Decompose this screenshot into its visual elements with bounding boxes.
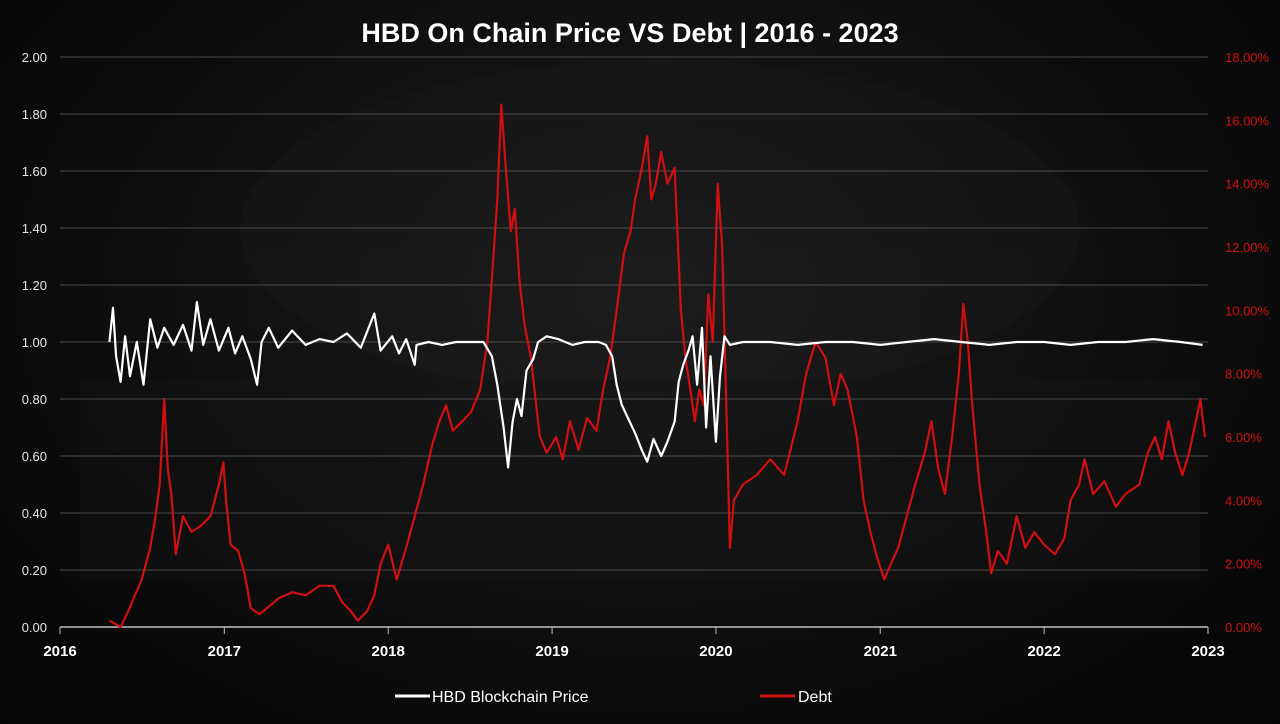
x-axis-ticks: 2016 2017 2018 2019 2020 2021 2022 2023: [43, 627, 1225, 660]
background-decoration: [80, 60, 1200, 580]
right-axis-ticks: 0.00% 2.00% 4.00% 6.00% 8.00% 10.00% 12.00% 14.…: [1225, 50, 1270, 635]
right-tick-label: 18.00%: [1225, 50, 1270, 65]
right-tick-label: 8.00%: [1225, 367, 1262, 382]
legend-price-label: HBD Blockchain Price: [432, 689, 589, 706]
x-tick-label: 2020: [699, 643, 732, 660]
right-tick-label: 0.00%: [1225, 620, 1262, 635]
right-tick-label: 12.00%: [1225, 240, 1270, 255]
right-tick-label: 16.00%: [1225, 113, 1270, 128]
left-tick-label: 1.20: [22, 278, 47, 293]
x-tick-label: 2017: [208, 643, 241, 660]
left-tick-label: 0.00: [22, 620, 47, 635]
left-tick-label: 0.20: [22, 563, 47, 578]
left-tick-label: 1.40: [22, 221, 47, 236]
legend-debt-label: Debt: [798, 689, 832, 706]
left-tick-label: 2.00: [22, 50, 47, 65]
x-tick-label: 2023: [1191, 643, 1224, 660]
left-tick-label: 1.80: [22, 107, 47, 122]
chart-title: HBD On Chain Price VS Debt | 2016 - 2023: [361, 18, 898, 48]
right-tick-label: 10.00%: [1225, 303, 1270, 318]
x-tick-label: 2021: [864, 643, 897, 660]
series-line-hbd-price: [108, 301, 1203, 469]
right-tick-label: 2.00%: [1225, 557, 1262, 572]
right-tick-label: 4.00%: [1225, 493, 1262, 508]
x-tick-label: 2018: [372, 643, 405, 660]
x-tick-label: 2016: [43, 643, 76, 660]
left-tick-label: 1.00: [22, 335, 47, 350]
legend: HBD Blockchain Price Debt: [395, 689, 832, 706]
x-tick-label: 2019: [535, 643, 568, 660]
x-tick-label: 2022: [1027, 643, 1060, 660]
right-tick-label: 6.00%: [1225, 430, 1262, 445]
left-axis-ticks: 0.00 0.20 0.40 0.60 0.80 1.00 1.20 1.40 1.60 1.80…: [22, 50, 47, 635]
left-tick-label: 1.60: [22, 164, 47, 179]
series-line-debt: [108, 103, 1206, 629]
left-tick-label: 0.40: [22, 506, 47, 521]
grid-lines: [60, 56, 1208, 628]
right-tick-label: 14.00%: [1225, 177, 1270, 192]
left-tick-label: 0.80: [22, 392, 47, 407]
left-tick-label: 0.60: [22, 449, 47, 464]
series-group: [108, 103, 1206, 629]
